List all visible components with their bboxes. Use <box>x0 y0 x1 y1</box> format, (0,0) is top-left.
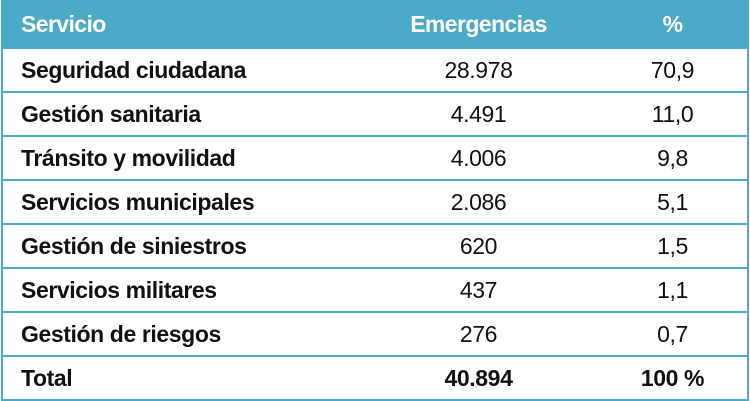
percent-cell: 1,1 <box>598 267 748 312</box>
total-row: Total 40.894 100 % <box>2 355 748 400</box>
percent-cell: 11,0 <box>598 91 748 136</box>
emergencias-cell: 4.491 <box>358 91 598 136</box>
percent-cell: 5,1 <box>598 179 748 224</box>
servicio-cell: Seguridad ciudadana <box>2 47 359 92</box>
header-emergencias: Emergencias <box>358 1 598 48</box>
emergencias-cell: 620 <box>358 223 598 268</box>
table-row: Servicios militares 437 1,1 <box>2 267 748 312</box>
percent-cell: 70,9 <box>598 47 748 92</box>
header-servicio: Servicio <box>2 1 359 48</box>
total-label: Total <box>2 355 359 400</box>
table-row: Gestión sanitaria 4.491 11,0 <box>2 91 748 136</box>
table-row: Gestión de riesgos 276 0,7 <box>2 311 748 356</box>
servicio-cell: Tránsito y movilidad <box>2 135 359 180</box>
servicio-cell: Servicios militares <box>2 267 359 312</box>
emergencias-cell: 437 <box>358 267 598 312</box>
percent-cell: 0,7 <box>598 311 748 356</box>
header-percent: % <box>598 1 748 48</box>
table-row: Seguridad ciudadana 28.978 70,9 <box>2 47 748 92</box>
servicio-cell: Gestión de riesgos <box>2 311 359 356</box>
header-row: Servicio Emergencias % <box>2 1 748 48</box>
percent-cell: 9,8 <box>598 135 748 180</box>
table-row: Tránsito y movilidad 4.006 9,8 <box>2 135 748 180</box>
servicio-cell: Servicios municipales <box>2 179 359 224</box>
servicio-cell: Gestión sanitaria <box>2 91 359 136</box>
emergencias-cell: 28.978 <box>358 47 598 92</box>
table-row: Gestión de siniestros 620 1,5 <box>2 223 748 268</box>
emergencias-cell: 2.086 <box>358 179 598 224</box>
percent-cell: 1,5 <box>598 223 748 268</box>
emergencias-cell: 276 <box>358 311 598 356</box>
servicio-cell: Gestión de siniestros <box>2 223 359 268</box>
total-emergencias: 40.894 <box>358 355 598 400</box>
emergencias-cell: 4.006 <box>358 135 598 180</box>
table-row: Servicios municipales 2.086 5,1 <box>2 179 748 224</box>
total-percent: 100 % <box>598 355 748 400</box>
